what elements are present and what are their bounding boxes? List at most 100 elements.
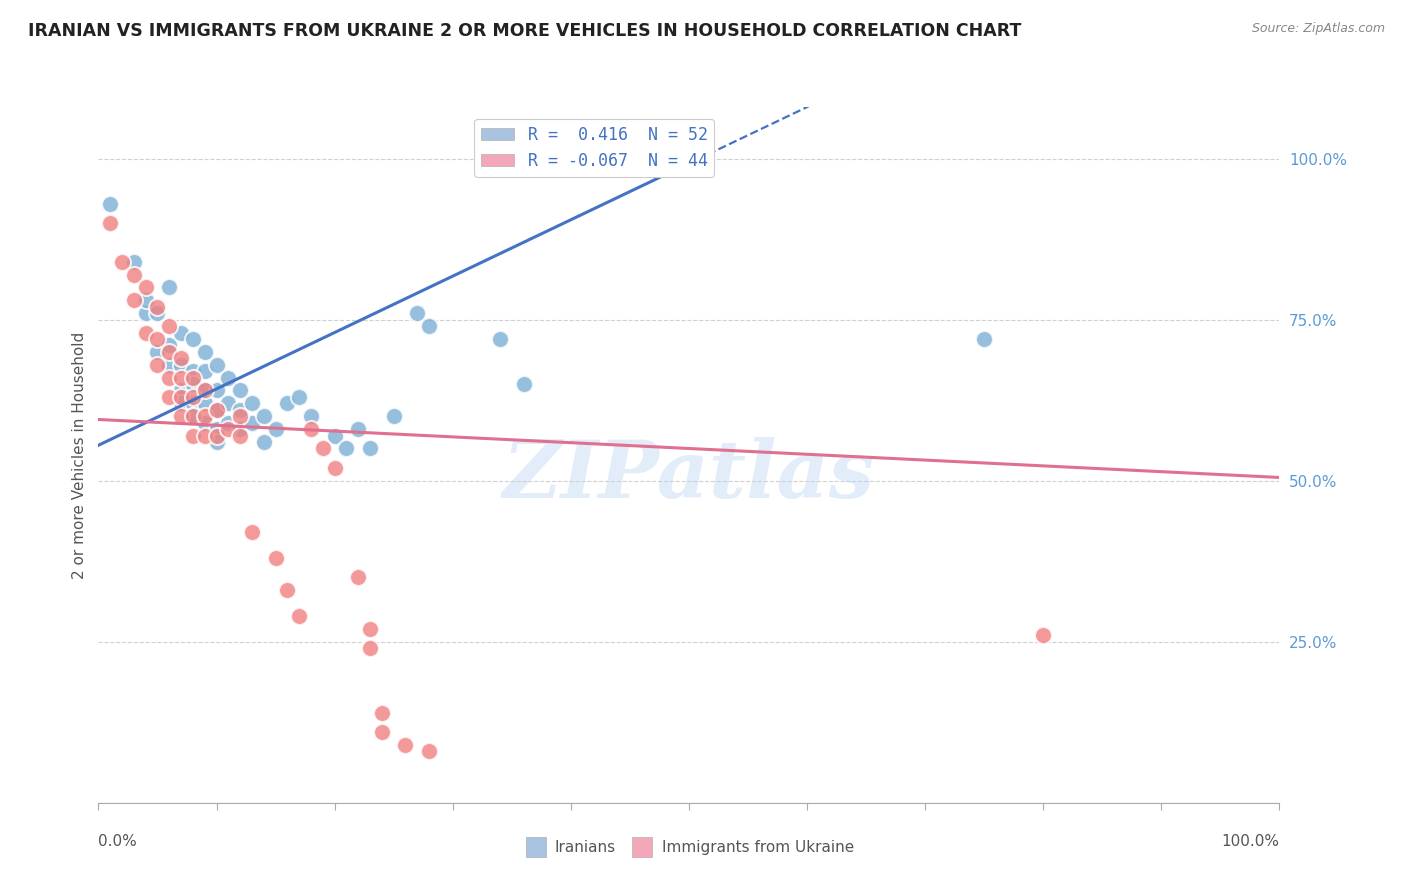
Point — [194, 416, 217, 430]
Text: ZIPatlas: ZIPatlas — [503, 437, 875, 515]
Point — [194, 428, 217, 442]
Text: 100.0%: 100.0% — [1222, 834, 1279, 849]
Point — [264, 551, 287, 566]
Point — [205, 358, 228, 372]
Point — [181, 390, 204, 404]
Y-axis label: 2 or more Vehicles in Household: 2 or more Vehicles in Household — [72, 331, 87, 579]
Point — [181, 370, 204, 384]
Point — [157, 338, 180, 352]
Point — [170, 396, 193, 410]
Point — [406, 306, 429, 320]
Point — [371, 706, 394, 720]
Point — [973, 332, 995, 346]
Point — [205, 402, 228, 417]
Point — [181, 396, 204, 410]
Point — [276, 396, 298, 410]
Point — [194, 364, 217, 378]
Point — [181, 409, 204, 424]
Point — [359, 442, 381, 456]
Point — [323, 428, 346, 442]
Point — [170, 409, 193, 424]
Point — [146, 332, 169, 346]
Point — [157, 358, 180, 372]
Point — [146, 306, 169, 320]
Point — [157, 319, 180, 334]
Point — [181, 332, 204, 346]
Point — [146, 344, 169, 359]
Point — [157, 344, 180, 359]
Point — [217, 422, 239, 436]
Point — [122, 293, 145, 308]
Point — [382, 409, 405, 424]
Point — [194, 344, 217, 359]
Point — [135, 306, 157, 320]
Point — [205, 384, 228, 398]
Point — [359, 622, 381, 636]
Point — [229, 409, 252, 424]
Point — [122, 268, 145, 282]
Text: Source: ZipAtlas.com: Source: ZipAtlas.com — [1251, 22, 1385, 36]
Point — [111, 254, 134, 268]
Point — [194, 384, 217, 398]
Point — [229, 428, 252, 442]
Point — [512, 377, 534, 392]
Point — [359, 641, 381, 656]
Point — [240, 396, 263, 410]
Point — [217, 370, 239, 384]
Point — [371, 725, 394, 739]
Point — [181, 428, 204, 442]
Point — [135, 293, 157, 308]
Point — [157, 280, 180, 294]
Text: IRANIAN VS IMMIGRANTS FROM UKRAINE 2 OR MORE VEHICLES IN HOUSEHOLD CORRELATION C: IRANIAN VS IMMIGRANTS FROM UKRAINE 2 OR … — [28, 22, 1022, 40]
Point — [229, 422, 252, 436]
Point — [418, 744, 440, 758]
Point — [170, 326, 193, 340]
Point — [264, 422, 287, 436]
Point — [299, 422, 322, 436]
Point — [205, 435, 228, 450]
Point — [205, 422, 228, 436]
Point — [170, 351, 193, 366]
Point — [229, 384, 252, 398]
Point — [194, 384, 217, 398]
Point — [170, 370, 193, 384]
Point — [205, 402, 228, 417]
Point — [347, 422, 370, 436]
Point — [194, 396, 217, 410]
Point — [157, 370, 180, 384]
Legend: Iranians, Immigrants from Ukraine: Iranians, Immigrants from Ukraine — [517, 834, 860, 862]
Point — [170, 384, 193, 398]
Point — [146, 358, 169, 372]
Point — [157, 390, 180, 404]
Point — [217, 416, 239, 430]
Point — [418, 319, 440, 334]
Point — [1032, 628, 1054, 642]
Point — [98, 216, 121, 230]
Point — [240, 416, 263, 430]
Point — [170, 358, 193, 372]
Point — [288, 390, 311, 404]
Point — [146, 300, 169, 314]
Text: 0.0%: 0.0% — [98, 834, 138, 849]
Point — [194, 409, 217, 424]
Point — [288, 609, 311, 624]
Point — [181, 377, 204, 392]
Point — [135, 280, 157, 294]
Point — [394, 738, 416, 752]
Point — [253, 409, 276, 424]
Point — [229, 402, 252, 417]
Point — [323, 460, 346, 475]
Point — [335, 442, 357, 456]
Point — [135, 326, 157, 340]
Point — [205, 428, 228, 442]
Point — [240, 525, 263, 540]
Point — [217, 396, 239, 410]
Point — [276, 583, 298, 598]
Point — [489, 332, 512, 346]
Point — [253, 435, 276, 450]
Point — [181, 364, 204, 378]
Point — [122, 254, 145, 268]
Point — [181, 409, 204, 424]
Point — [299, 409, 322, 424]
Point — [170, 390, 193, 404]
